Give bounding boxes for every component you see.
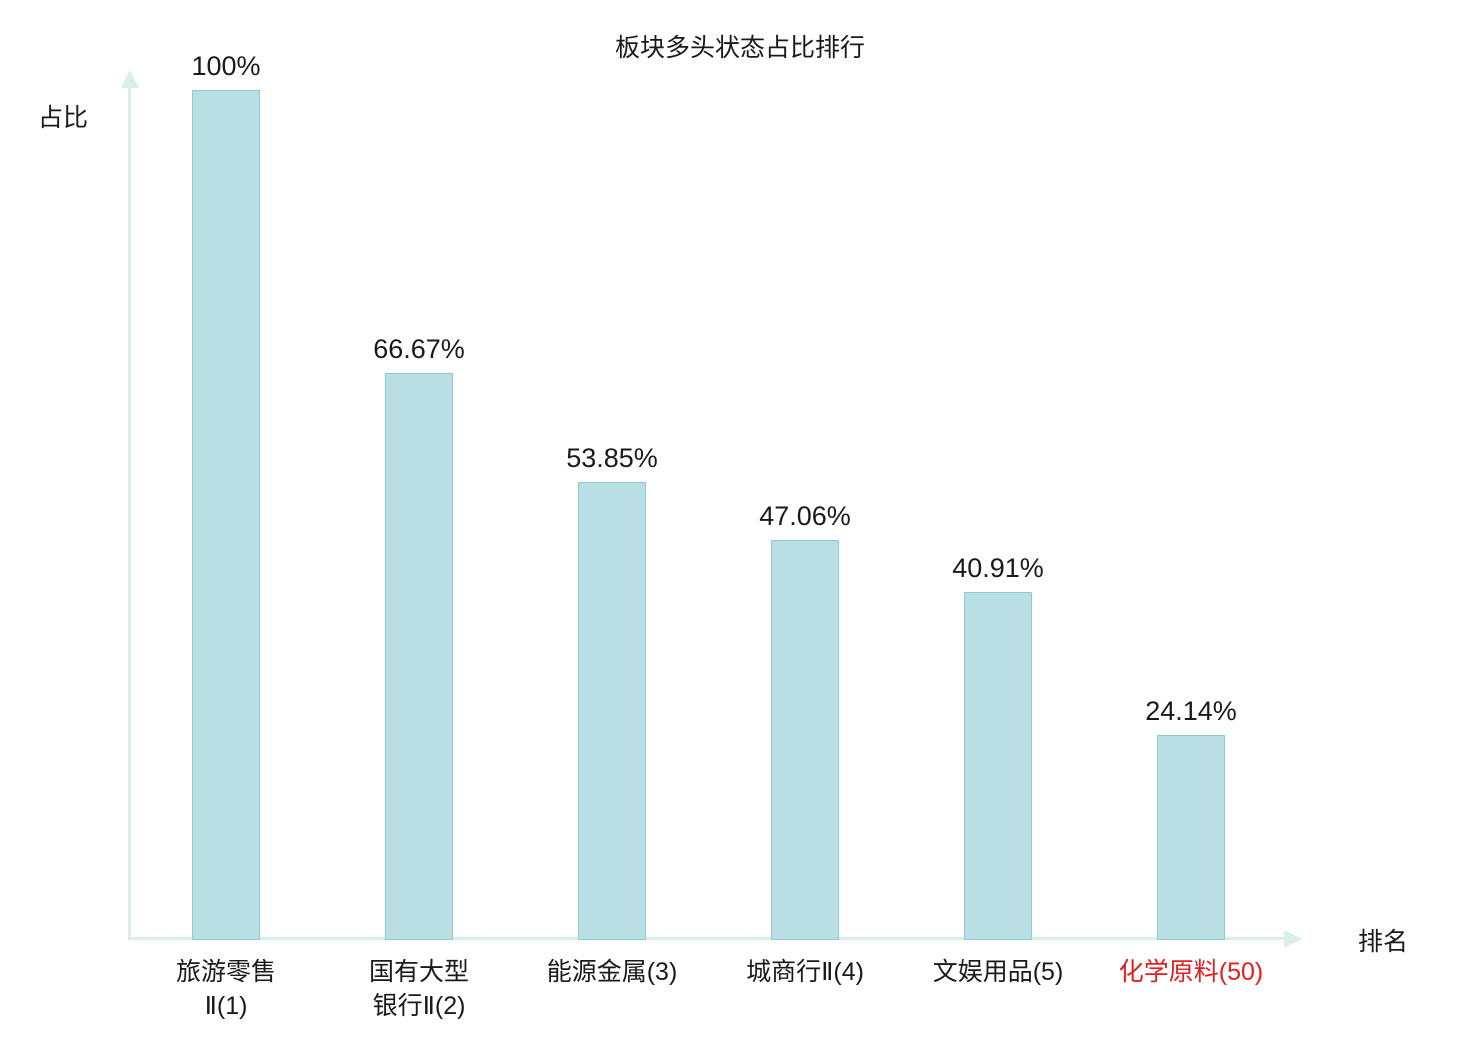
x-axis: [128, 937, 1286, 940]
bar-group: 53.85% 能源金属(3): [547, 443, 678, 986]
bar: [578, 482, 646, 940]
bar-value-label: 24.14%: [1145, 696, 1237, 726]
chart-title: 板块多头状态占比排行: [614, 34, 865, 62]
bar: [192, 90, 260, 940]
bar-category-label: 旅游零售 Ⅱ(1): [176, 956, 276, 1024]
bar-category-label: 能源金属(3): [547, 956, 678, 990]
bar: [1157, 735, 1225, 940]
bar-category-line: 能源金属(3): [546, 958, 678, 986]
bar-category-line: Ⅱ(1): [204, 991, 248, 1020]
bar: [385, 373, 453, 940]
bar-category-line: 化学原料(50): [1118, 958, 1264, 986]
bar-category-line: 城商行Ⅱ(4): [746, 958, 864, 986]
bar-value-label: 66.67%: [373, 334, 465, 364]
bar-group: 40.91% 文娱用品(5): [933, 553, 1064, 986]
x-axis-label: 排名: [1358, 928, 1409, 956]
x-axis-arrow-icon: [1284, 929, 1302, 948]
bar-value-label: 47.06%: [759, 501, 851, 531]
bar-group: 47.06% 城商行Ⅱ(4): [746, 501, 864, 986]
bar-category-line: 旅游零售: [175, 958, 277, 986]
y-axis: [128, 88, 131, 940]
bar-group: 66.67% 国有大型银行Ⅱ(2): [369, 334, 469, 1020]
bar-group: 100% 旅游零售 Ⅱ(1): [176, 51, 276, 1020]
bar-category-label: 化学原料(50): [1119, 956, 1263, 990]
bar-category-label: 城商行Ⅱ(4): [746, 956, 864, 990]
bar-value-label: 53.85%: [566, 443, 658, 473]
bar-category-line: 银行Ⅱ(2): [372, 991, 466, 1020]
bar-category-line: 文娱用品(5): [932, 958, 1064, 986]
y-axis-label: 占比: [38, 104, 89, 132]
bar-category-line: 国有大型: [368, 958, 470, 986]
bar-category-label: 文娱用品(5): [933, 956, 1064, 990]
bar-value-label: 100%: [191, 51, 261, 81]
y-axis-arrow-icon: [121, 70, 139, 88]
bar: [771, 540, 839, 940]
bar-group: 24.14% 化学原料(50): [1119, 696, 1263, 986]
bar-category-label: 国有大型银行Ⅱ(2): [369, 956, 469, 1024]
bar: [964, 592, 1032, 940]
bar-value-label: 40.91%: [952, 553, 1044, 583]
